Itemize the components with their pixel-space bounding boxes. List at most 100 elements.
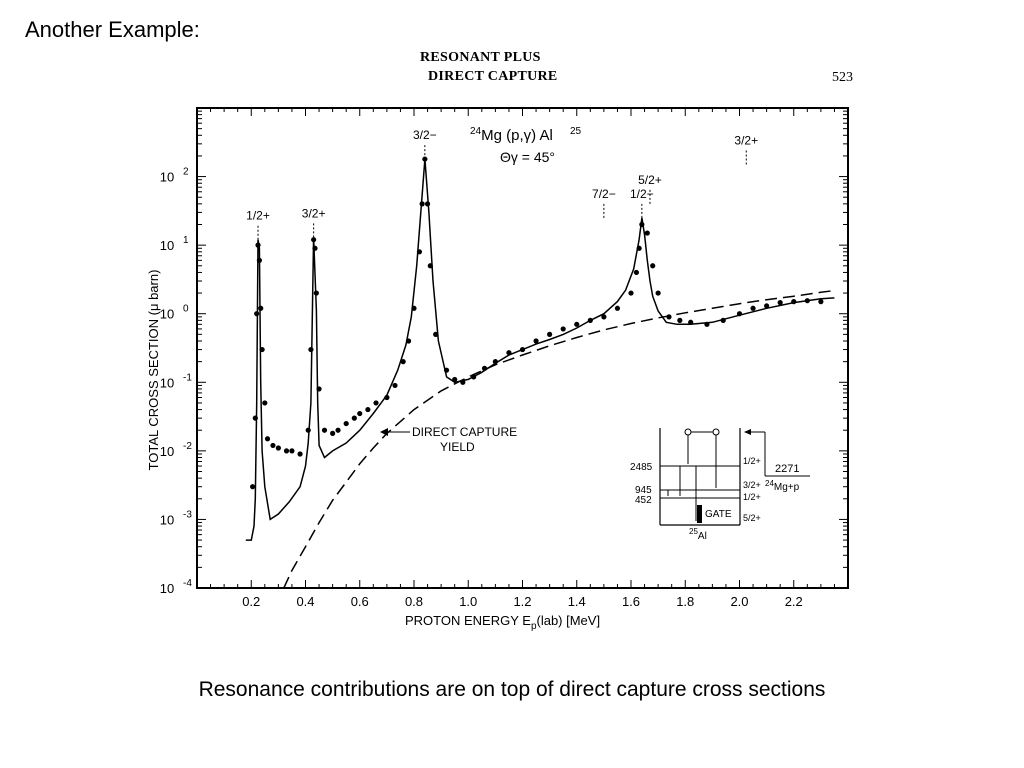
data-point <box>259 346 265 353</box>
data-point <box>289 448 295 454</box>
resonance-label: 3/2+ <box>302 206 326 220</box>
data-point <box>547 331 553 337</box>
x-axis-label: PROTON ENERGY Ep(lab) [MeV] <box>405 613 600 632</box>
data-point <box>254 311 260 317</box>
annotation-line1: DIRECT CAPTURE <box>412 425 517 439</box>
data-point <box>736 311 743 317</box>
resonance-label: 1/2+ <box>246 209 270 223</box>
resonance-label: 1/2− <box>630 187 654 201</box>
data-point <box>452 376 458 383</box>
data-point <box>311 237 317 243</box>
inset-spin-945: 3/2+ <box>743 480 761 490</box>
x-tick-label: 0.6 <box>351 594 369 609</box>
y-tick-label: 10 <box>160 512 174 527</box>
y-tick-label: 10 <box>160 170 174 185</box>
y-tick-label: 10 <box>160 444 174 459</box>
data-point <box>250 484 256 490</box>
slide-title: Another Example: <box>25 17 200 42</box>
y-tick-exponent: -2 <box>183 441 192 452</box>
x-tick-label: 0.2 <box>242 594 260 609</box>
x-tick-label: 1.0 <box>459 594 477 609</box>
x-tick-label: 1.6 <box>622 594 640 609</box>
data-point <box>519 346 526 353</box>
y-axis-ticks: 10 -4 10 -3 10 -2 10 -1 10 0 10 1 10 2 <box>160 110 848 596</box>
inset-level-2485: 2485 <box>630 462 653 473</box>
figure-header-line2: DIRECT CAPTURE <box>428 69 558 84</box>
data-point <box>677 317 683 323</box>
x-tick-label: 1.8 <box>676 594 694 609</box>
data-point <box>639 221 645 228</box>
data-point <box>400 359 406 365</box>
resonance-label: 7/2− <box>592 187 616 201</box>
data-point <box>252 415 258 421</box>
x-axis-ticks: 0.2 0.4 0.6 0.8 1.0 1.2 1.4 1.6 1.8 2.0 2.2 <box>210 108 835 609</box>
fit-curve <box>245 159 835 541</box>
data-point <box>644 230 650 236</box>
resonance-label: 3/2− <box>413 128 437 142</box>
data-point <box>343 420 349 427</box>
page-number: 523 <box>832 70 853 85</box>
data-point <box>264 436 271 442</box>
data-point <box>357 410 363 417</box>
data-point <box>297 451 303 457</box>
data-point <box>275 445 281 451</box>
x-tick-label: 1.4 <box>568 594 586 609</box>
data-point <box>258 305 264 311</box>
data-point <box>419 201 425 207</box>
inset-level-452: 452 <box>635 495 652 506</box>
data-point <box>614 305 621 311</box>
x-tick-label: 1.2 <box>513 594 531 609</box>
inset-spin-2485: 1/2+ <box>743 456 761 466</box>
data-point <box>720 317 726 323</box>
resonance-label: 3/2+ <box>734 133 758 147</box>
figure-header-line1: RESONANT PLUS <box>420 50 541 65</box>
data-point <box>471 374 477 380</box>
data-point <box>305 427 311 433</box>
annotation-line2: YIELD <box>440 440 475 454</box>
inset-threshold-label: 24Mg+p <box>765 479 800 493</box>
data-point <box>650 263 656 269</box>
series-layer <box>245 159 835 589</box>
data-point <box>373 400 379 406</box>
data-point <box>628 290 634 296</box>
data-point <box>560 326 566 332</box>
angle-label: Θγ = 45° <box>500 149 555 165</box>
annotation-arrowhead <box>380 428 388 436</box>
data-point <box>460 379 466 385</box>
x-tick-label: 2.0 <box>730 594 748 609</box>
direct-capture-curve <box>283 290 832 589</box>
data-point <box>633 269 640 276</box>
level-scheme-inset: 2485 945 452 1/2+ 3/2+ 1/2+ 5/2+ 2271 24… <box>630 428 810 542</box>
x-tick-label: 0.8 <box>405 594 423 609</box>
y-tick-exponent: -3 <box>183 509 192 520</box>
inset-threshold: 2271 <box>775 463 799 475</box>
data-point <box>392 382 398 389</box>
data-point <box>655 290 661 296</box>
data-point <box>312 245 318 251</box>
y-tick-label: 10 <box>160 581 174 596</box>
data-point <box>443 367 450 373</box>
data-point <box>666 314 672 320</box>
data-point <box>587 317 593 323</box>
data-point <box>574 321 580 327</box>
resonance-label: 5/2+ <box>638 173 662 187</box>
data-point <box>308 346 314 353</box>
data-point <box>262 400 268 406</box>
data-point <box>688 319 694 325</box>
y-tick-label: 10 <box>160 375 174 390</box>
data-point <box>316 386 322 392</box>
y-tick-exponent: 0 <box>183 304 189 315</box>
data-points <box>250 156 824 490</box>
data-point <box>492 359 498 365</box>
data-point <box>750 305 756 311</box>
x-tick-label: 2.2 <box>785 594 803 609</box>
data-point <box>636 245 642 251</box>
data-point <box>411 305 417 311</box>
data-point <box>433 331 439 337</box>
reaction-product-sup: 25 <box>570 126 582 137</box>
y-tick-exponent: -4 <box>183 578 192 589</box>
data-point <box>270 442 276 449</box>
data-point <box>481 365 488 371</box>
data-point <box>351 415 357 421</box>
data-point <box>416 249 423 255</box>
